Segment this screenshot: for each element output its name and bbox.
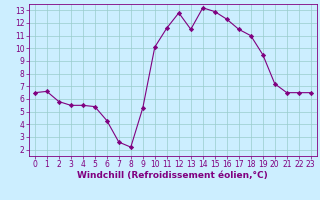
X-axis label: Windchill (Refroidissement éolien,°C): Windchill (Refroidissement éolien,°C) <box>77 171 268 180</box>
